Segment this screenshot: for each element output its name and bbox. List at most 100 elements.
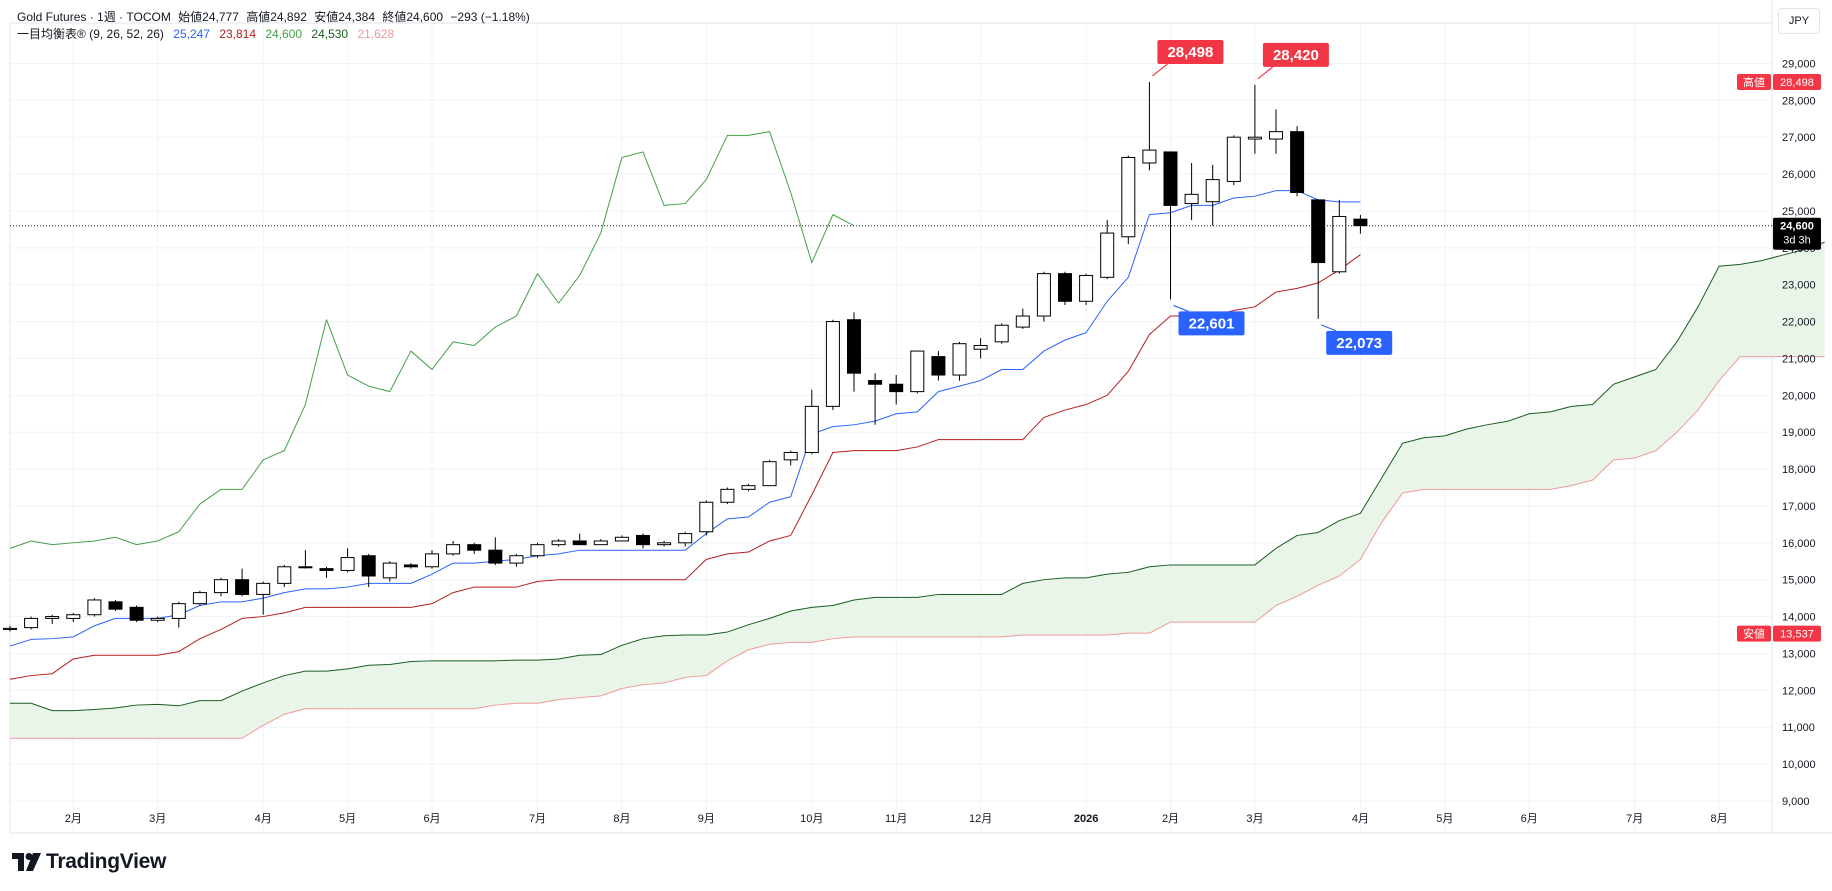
currency-button[interactable]: JPY <box>1778 8 1820 34</box>
candle <box>530 542 545 558</box>
kijun-sen-line <box>9 254 1361 680</box>
candle <box>1311 199 1326 319</box>
candle <box>87 598 102 617</box>
candle-body <box>1332 215 1347 273</box>
time-tick-label: 7月 <box>529 813 546 825</box>
candle-body <box>382 562 397 579</box>
candle <box>657 540 672 547</box>
time-tick-label: 8月 <box>613 813 630 825</box>
callout-label: 28,498 <box>1167 44 1213 61</box>
chikou-span-line <box>9 131 855 549</box>
candle-body <box>1290 131 1305 193</box>
candle-body <box>1015 315 1030 328</box>
candle-body <box>1036 273 1051 317</box>
indicator-legend[interactable]: 一目均衡表® (9, 26, 52, 26) 25,247 23,814 24,… <box>17 26 534 43</box>
candle-body <box>1184 193 1199 205</box>
time-tick-label: 2026 <box>1074 813 1098 825</box>
candle-body <box>171 603 186 619</box>
candle-body <box>931 356 946 376</box>
candle <box>1079 273 1094 305</box>
candle <box>825 319 840 411</box>
tag-value-text: 28,498 <box>1780 77 1814 89</box>
candle <box>361 553 376 588</box>
price-tick-label: 26,000 <box>1782 169 1816 181</box>
time-tick-label: 9月 <box>698 813 715 825</box>
candle-body <box>403 564 418 568</box>
price-tick-label: 27,000 <box>1782 132 1816 144</box>
time-tick-label: 6月 <box>423 813 440 825</box>
candle <box>488 537 503 565</box>
callout-box <box>1326 330 1393 355</box>
candle-body <box>509 555 524 564</box>
price-tick-label: 15,000 <box>1782 575 1816 587</box>
candle-body <box>804 405 819 453</box>
price-tick-label: 17,000 <box>1782 501 1816 513</box>
price-tick-label: 25,000 <box>1782 206 1816 218</box>
candle-body <box>150 617 165 621</box>
time-tick-label: 5月 <box>1436 813 1453 825</box>
time-tick-label: 11月 <box>885 813 907 825</box>
tag-value-box <box>1773 73 1821 90</box>
candle <box>1036 271 1051 322</box>
candle <box>699 500 714 536</box>
tag-label-text: 安値 <box>1743 627 1765 641</box>
candle-body <box>66 614 81 619</box>
candle <box>1142 81 1157 171</box>
candle-body <box>614 536 629 542</box>
tradingview-logo[interactable]: TradingView <box>12 850 166 874</box>
price-tick-label: 12,000 <box>1782 685 1816 697</box>
callout-leader <box>1173 304 1189 312</box>
low-callout: 22,073 <box>1320 324 1393 355</box>
candle <box>1015 308 1030 329</box>
callout-box <box>1178 311 1245 336</box>
candle <box>1290 126 1305 197</box>
candle <box>425 550 439 569</box>
candle <box>868 373 883 425</box>
time-tick-label: 6月 <box>1521 813 1538 825</box>
candle <box>1184 163 1199 221</box>
indicator-name: 一目均衡表® <box>17 27 86 41</box>
tag-value-box <box>1773 625 1821 642</box>
time-tick-label: 3月 <box>1246 813 1263 825</box>
candle <box>994 323 1009 344</box>
candle-body <box>657 542 672 546</box>
candle-body <box>1247 136 1262 140</box>
candle <box>741 483 756 492</box>
currency-label: JPY <box>1788 15 1810 27</box>
candle-body <box>1269 131 1283 140</box>
callout-leader <box>1257 66 1274 80</box>
candle-body <box>467 544 482 551</box>
candles <box>3 81 1368 632</box>
candle-body <box>108 601 123 610</box>
candle <box>66 612 81 623</box>
price-tick-label: 18,000 <box>1782 464 1816 476</box>
price-tick-label: 9,000 <box>1782 796 1810 808</box>
indicator-params: (9, 26, 52, 26) <box>89 27 164 41</box>
symbol-title[interactable]: Gold Futures · 1週 · TOCOM <box>17 10 171 24</box>
candle-body <box>973 345 988 350</box>
last-price-value: 24,600 <box>1780 221 1814 233</box>
low-price-tag: 安値 13,537 <box>1737 625 1821 642</box>
candle <box>973 338 988 359</box>
tag-value-text: 13,537 <box>1780 629 1814 641</box>
candle-body <box>952 343 967 376</box>
candle <box>1058 271 1072 305</box>
price-tick-label: 23,000 <box>1782 280 1816 292</box>
candle-body <box>256 582 271 595</box>
candle <box>319 566 334 578</box>
price-tick-label: 10,000 <box>1782 759 1816 771</box>
candle <box>1247 84 1262 154</box>
callout-leader <box>1320 324 1337 332</box>
candle <box>1332 199 1347 274</box>
candle-body <box>129 606 144 621</box>
candle-body <box>45 616 60 619</box>
candle-body <box>699 501 714 533</box>
open-value: 24,777 <box>202 10 239 24</box>
change-value: −293 (−1.18%) <box>450 10 530 24</box>
senkou-span-a-line <box>10 241 1825 712</box>
callout-label: 22,073 <box>1336 335 1382 352</box>
candle-body <box>1311 199 1326 264</box>
candle <box>1205 164 1220 226</box>
time-tick-label: 2月 <box>65 813 82 825</box>
